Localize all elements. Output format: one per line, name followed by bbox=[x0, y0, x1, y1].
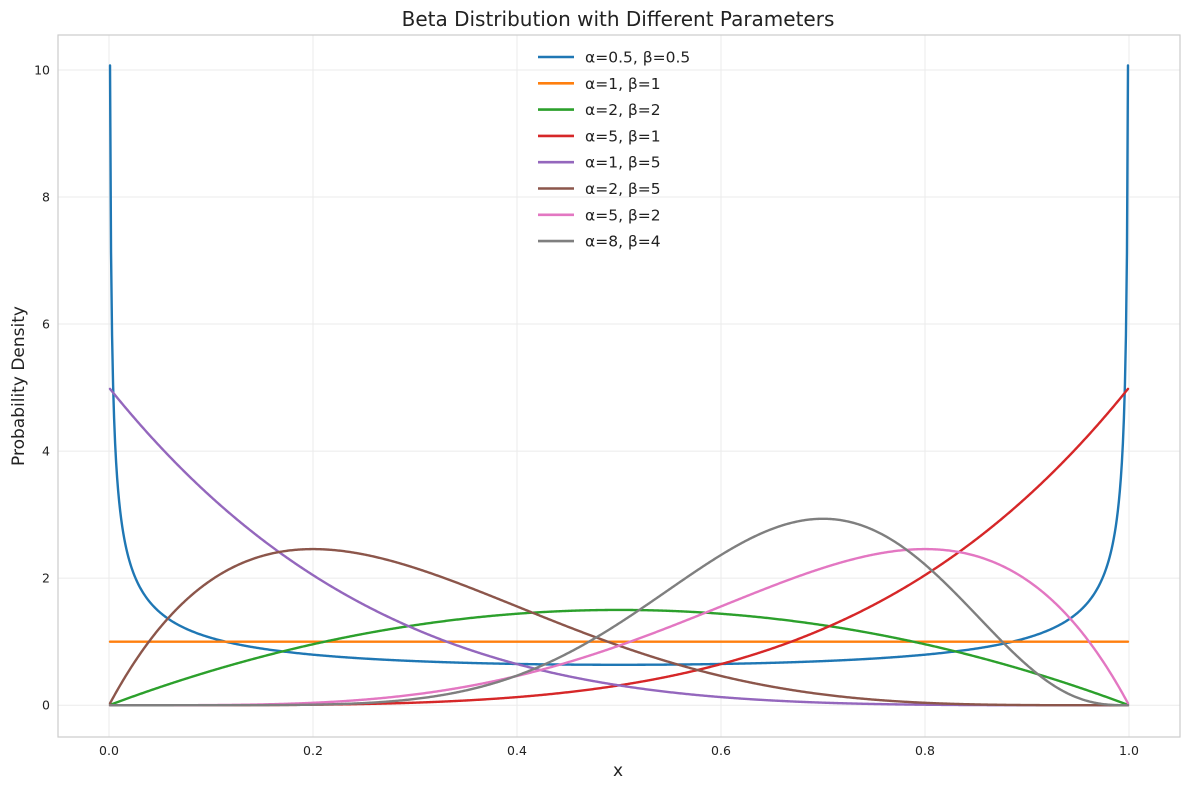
x-tick-label: 0.2 bbox=[303, 743, 323, 758]
legend-label: α=5, β=1 bbox=[585, 127, 661, 145]
series-line bbox=[108, 387, 1130, 707]
x-tick-label: 0.4 bbox=[507, 743, 527, 758]
x-tick-labels: 0.0 0.2 0.4 0.6 0.8 1.0 bbox=[99, 743, 1139, 758]
legend-label: α=0.5, β=0.5 bbox=[585, 49, 690, 67]
legend-label: α=1, β=5 bbox=[585, 154, 661, 172]
y-tick-label: 2 bbox=[42, 571, 50, 586]
series-line bbox=[108, 547, 1130, 707]
series-line bbox=[108, 608, 1130, 707]
legend-label: α=5, β=2 bbox=[585, 206, 661, 224]
y-axis-label: Probability Density bbox=[9, 306, 29, 466]
x-tick-label: 0.8 bbox=[915, 743, 935, 758]
y-tick-label: 6 bbox=[42, 317, 50, 332]
x-tick-label: 0.6 bbox=[711, 743, 731, 758]
series-line bbox=[108, 547, 1130, 707]
series-lines bbox=[108, 64, 1130, 707]
y-tick-label: 8 bbox=[42, 190, 50, 205]
y-tick-label: 10 bbox=[34, 62, 50, 77]
chart-title: Beta Distribution with Different Paramet… bbox=[402, 7, 835, 31]
legend-label: α=1, β=1 bbox=[585, 75, 661, 93]
legend-label: α=2, β=5 bbox=[585, 180, 661, 198]
legend-label: α=2, β=2 bbox=[585, 101, 661, 119]
y-tick-labels: 0 2 4 6 8 10 bbox=[34, 62, 50, 712]
legend-label: α=8, β=4 bbox=[585, 233, 661, 251]
x-axis-label: x bbox=[613, 761, 623, 781]
legend: α=0.5, β=0.5 α=1, β=1 α=2, β=2 α=5, β=1 α=1,… bbox=[538, 49, 690, 251]
y-tick-label: 0 bbox=[42, 698, 50, 713]
plot-frame bbox=[57, 34, 1181, 738]
x-tick-label: 0.0 bbox=[99, 743, 119, 758]
y-tick-label: 4 bbox=[42, 444, 50, 459]
x-tick-label: 1.0 bbox=[1119, 743, 1139, 758]
series-line bbox=[108, 387, 1130, 707]
series-line bbox=[108, 517, 1130, 707]
